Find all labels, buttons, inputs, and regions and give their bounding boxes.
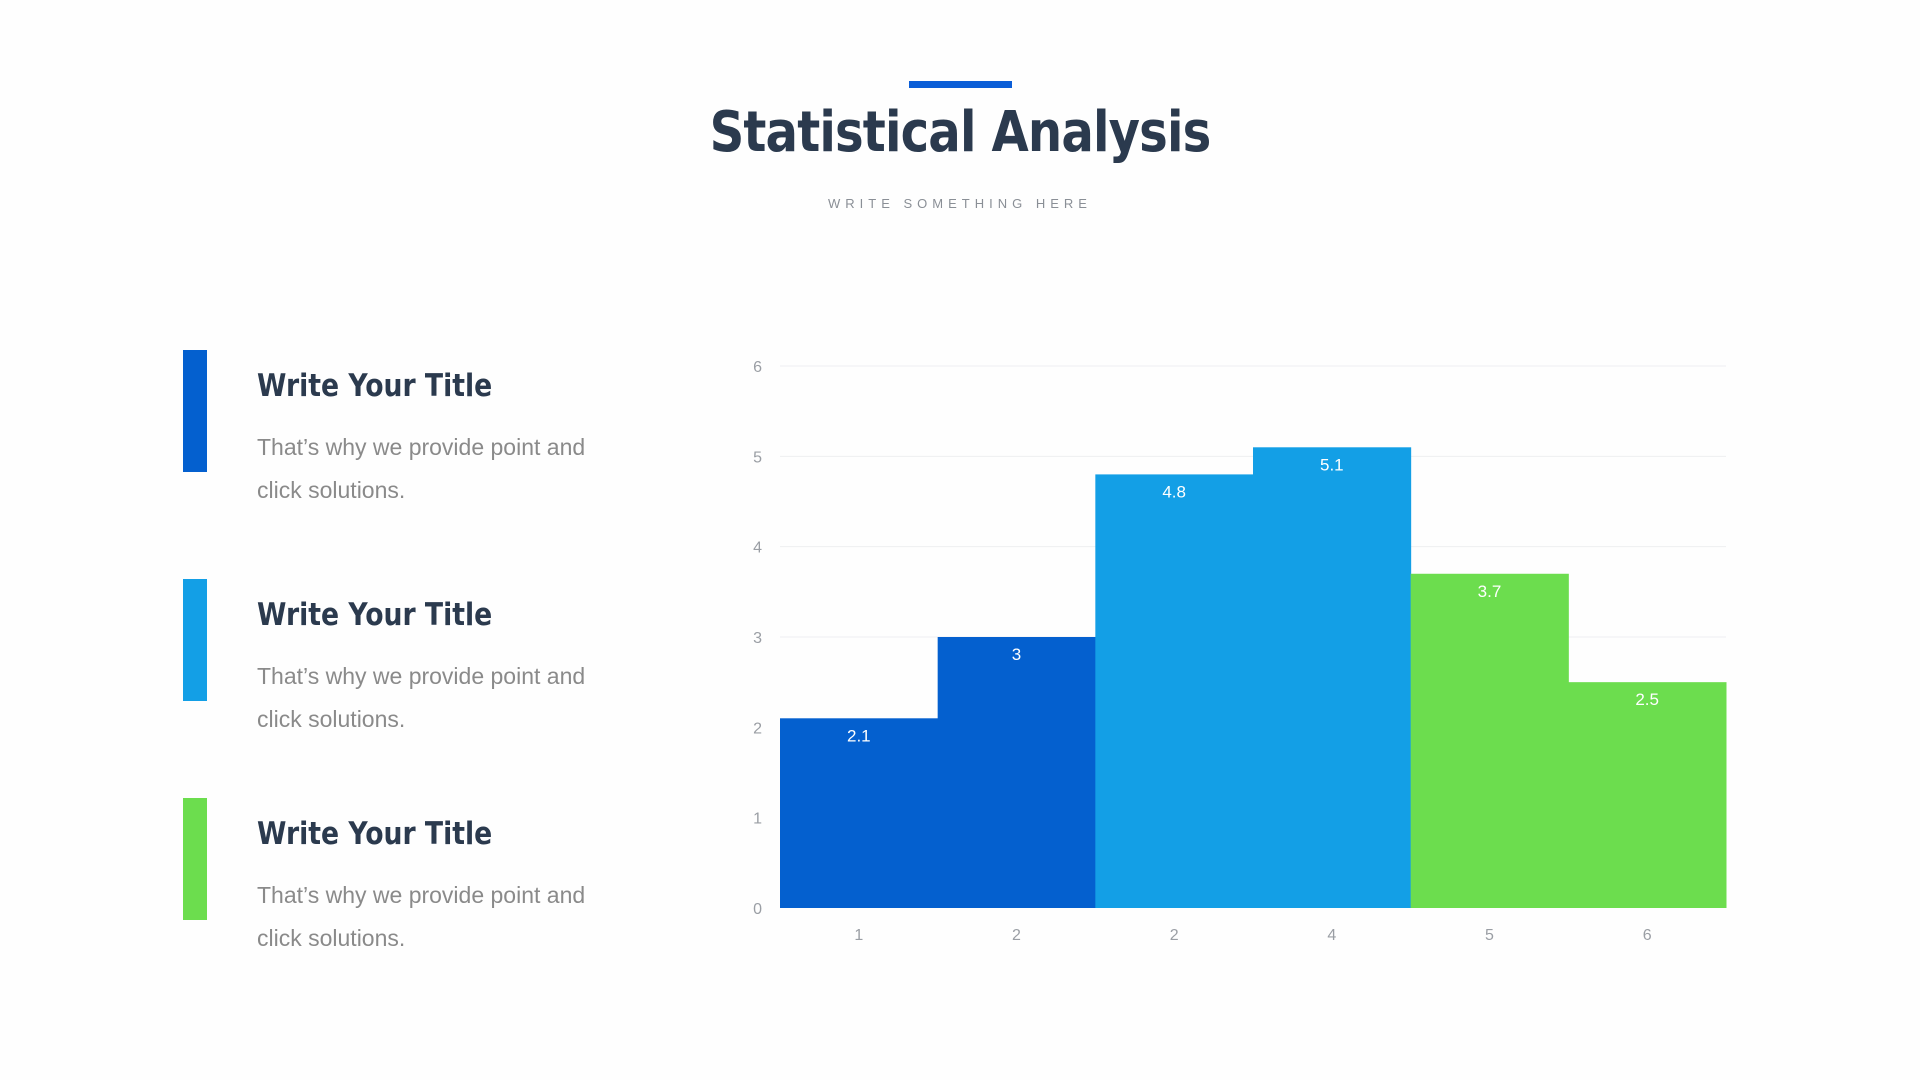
bar — [937, 637, 1096, 908]
data-label: 5.1 — [1320, 455, 1344, 474]
page-title: Statistical Analysis — [709, 100, 1212, 165]
y-tick-label: 5 — [753, 449, 762, 466]
x-tick-label: 2 — [1012, 927, 1021, 944]
data-label: 3.7 — [1478, 582, 1502, 601]
data-label: 3 — [1012, 645, 1021, 664]
bar — [1410, 573, 1569, 908]
y-tick-label: 3 — [753, 630, 762, 647]
bar — [1095, 474, 1254, 908]
x-tick-label: 1 — [854, 927, 863, 944]
bar — [1253, 447, 1412, 908]
item-title: Write Your Title — [257, 368, 493, 404]
x-tick-label: 6 — [1643, 927, 1652, 944]
y-tick-label: 2 — [753, 720, 762, 737]
y-tick-label: 1 — [753, 811, 762, 828]
color-swatch-2 — [183, 579, 207, 701]
item-text: That’s why we provide point and click so… — [257, 882, 586, 951]
item-title: Write Your Title — [257, 597, 493, 633]
y-tick-label: 0 — [753, 901, 762, 918]
bar — [780, 718, 939, 908]
title-accent-bar — [909, 81, 1012, 88]
info-item-1: Write Your Title That’s why we provide p… — [183, 350, 663, 503]
color-swatch-3 — [183, 798, 207, 920]
color-swatch-1 — [183, 350, 207, 472]
bar — [1568, 682, 1727, 908]
y-tick-label: 6 — [753, 359, 762, 376]
y-tick-label: 4 — [753, 540, 762, 557]
info-item-3: Write Your Title That’s why we provide p… — [183, 798, 663, 951]
x-tick-label: 2 — [1170, 927, 1179, 944]
data-label: 2.5 — [1635, 690, 1659, 709]
data-label: 2.1 — [847, 726, 871, 745]
x-tick-label: 4 — [1327, 927, 1336, 944]
item-text: That’s why we provide point and click so… — [257, 663, 586, 732]
x-tick-label: 5 — [1485, 927, 1494, 944]
item-title: Write Your Title — [257, 816, 493, 852]
data-label: 4.8 — [1162, 482, 1186, 501]
page-subtitle: WRITE SOMETHING HERE — [828, 196, 1092, 211]
info-item-2: Write Your Title That’s why we provide p… — [183, 579, 663, 732]
item-text: That’s why we provide point and click so… — [257, 434, 586, 503]
